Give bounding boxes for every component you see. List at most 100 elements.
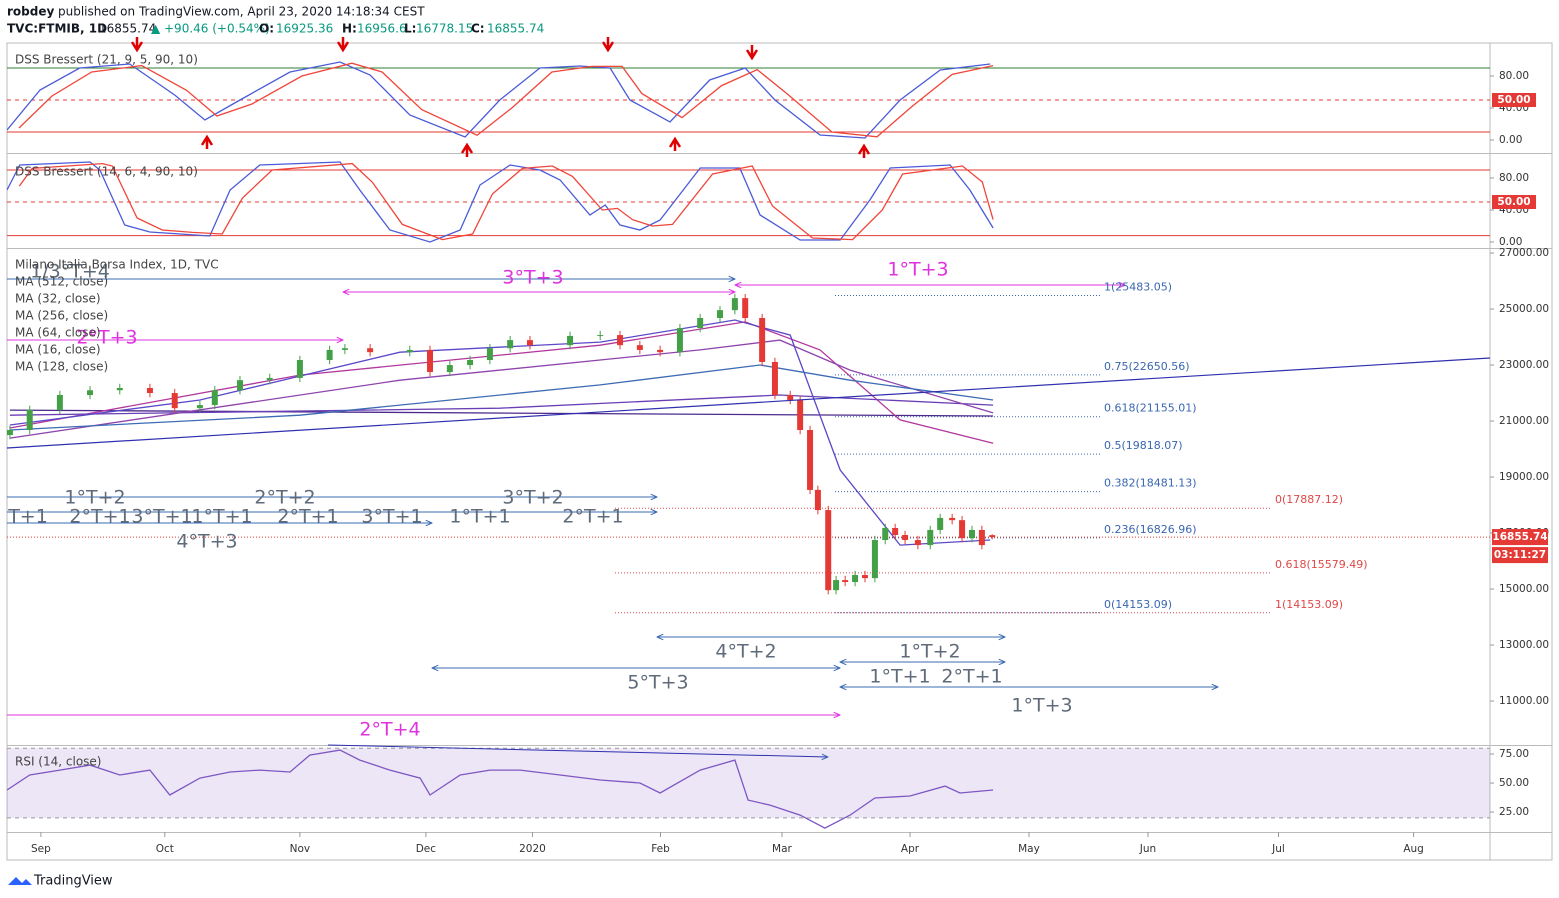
annotation: 1°T+1 xyxy=(191,506,252,528)
signal-arrow xyxy=(745,45,759,61)
annotation: 2°T+2 xyxy=(254,487,315,509)
candle-body xyxy=(507,340,514,349)
candle-body xyxy=(196,405,203,409)
annotation: 4°T+3 xyxy=(176,531,237,553)
pane-title: RSI (14, close) xyxy=(15,755,101,769)
x-tick-label: 2020 xyxy=(519,843,546,855)
candle-body xyxy=(341,348,348,350)
candle-body xyxy=(266,377,273,381)
series-line xyxy=(9,409,994,417)
pane xyxy=(7,747,1490,829)
annotation: 2°T+1 xyxy=(941,666,1002,688)
series-line xyxy=(9,319,991,546)
annotation: 1/3°T+4 xyxy=(30,261,110,283)
x-tick-label: Jun xyxy=(1139,843,1156,855)
close-value: 16855.74 xyxy=(487,22,544,36)
y-tick-label: 80.00 xyxy=(1499,172,1529,184)
candle-body xyxy=(787,395,794,401)
candle-body xyxy=(56,395,63,410)
annotation: T+1 xyxy=(7,506,48,528)
pane-title: DSS Bressert (21, 9, 5, 90, 10) xyxy=(15,53,198,67)
y-tick-label: 21000.00 xyxy=(1499,415,1549,427)
candle-body xyxy=(978,529,985,546)
candle-body xyxy=(26,409,33,430)
candle-body xyxy=(116,388,123,391)
level-label: 50.00 xyxy=(1497,94,1530,106)
x-tick-label: Nov xyxy=(290,843,311,855)
candle-body xyxy=(892,528,899,535)
last-price-box xyxy=(1492,529,1548,546)
annotation: 3°T+3 xyxy=(502,267,563,289)
annotation: 3°T+2 xyxy=(502,487,563,509)
close-label: C: xyxy=(471,22,485,36)
pane xyxy=(7,61,1490,139)
x-tick-label: May xyxy=(1018,843,1040,855)
low-label: L: xyxy=(404,22,416,36)
footer-brand: TradingView xyxy=(33,874,113,889)
ma-legend: MA (256, close) xyxy=(15,309,108,323)
candle-body xyxy=(296,360,303,378)
y-tick-label: 75.00 xyxy=(1499,748,1529,760)
countdown: 03:11:27 xyxy=(1494,549,1546,561)
fib-label: 0(14153.09) xyxy=(1104,598,1172,611)
y-tick-label: 50.00 xyxy=(1499,777,1529,789)
candle-body xyxy=(968,529,975,539)
candle-body xyxy=(759,318,766,362)
change: +90.46 (+0.54%) xyxy=(164,22,270,36)
candle-body xyxy=(716,310,723,318)
y-tick-label: 15000.00 xyxy=(1499,583,1549,595)
ma-legend: MA (32, close) xyxy=(15,292,101,306)
candle-body xyxy=(842,580,849,583)
y-tick-label: 11000.00 xyxy=(1499,695,1549,707)
candle-body xyxy=(742,298,749,318)
candle-body xyxy=(87,390,94,395)
signal-arrow xyxy=(857,143,871,158)
ma-legend: MA (128, close) xyxy=(15,360,108,374)
candle-body xyxy=(814,489,821,511)
high-value: 16956.6 xyxy=(357,22,407,36)
annotation: 1°T+2 xyxy=(899,641,960,663)
frame xyxy=(6,42,1553,861)
y-tick-label: 0.00 xyxy=(1499,134,1522,146)
fib-label: 0.618(15579.49) xyxy=(1275,558,1368,571)
open-label: O: xyxy=(259,22,274,36)
candle-body xyxy=(676,328,683,353)
y-tick-label: 19000.00 xyxy=(1499,471,1549,483)
candle-body xyxy=(597,335,604,337)
annotation: 1°T+3 xyxy=(887,259,948,281)
author: robdey xyxy=(7,5,54,19)
annotation: 2°T+1 xyxy=(69,506,130,528)
fib-label: 1(14153.09) xyxy=(1275,598,1343,611)
candle-body xyxy=(406,349,413,353)
candle-body xyxy=(771,361,778,395)
y-tick-label: 27000.00 xyxy=(1499,247,1549,259)
x-tick-label: Oct xyxy=(156,843,174,855)
signal-arrow xyxy=(601,37,615,53)
fib-label: 1(25483.05) xyxy=(1104,281,1172,294)
ma-legend: MA (16, close) xyxy=(15,343,101,357)
x-tick-label: Sep xyxy=(31,843,51,855)
candle-body xyxy=(825,510,832,591)
series-line xyxy=(18,62,994,138)
candle-body xyxy=(171,393,178,409)
candle-body xyxy=(949,517,956,521)
published: published on TradingView.com, April 23, … xyxy=(58,5,425,19)
candle-body xyxy=(211,390,218,406)
fib-label: 0.618(21155.01) xyxy=(1104,402,1197,415)
last-price: 16855.74 xyxy=(99,22,156,36)
level-label: 50.00 xyxy=(1497,196,1530,208)
candle-body xyxy=(567,335,574,346)
x-tick-label: Feb xyxy=(651,843,670,855)
ma-legend: MA (64, close) xyxy=(15,326,101,340)
candle-body xyxy=(914,540,921,546)
annotation: 1°T+3 xyxy=(1011,695,1072,717)
x-tick-label: Jul xyxy=(1271,843,1285,855)
annotation: 2°T+1 xyxy=(562,506,623,528)
symbol: TVC:FTMIB, 1D xyxy=(7,22,107,36)
y-tick-label: 13000.00 xyxy=(1499,639,1549,651)
annotation: 4°T+2 xyxy=(715,641,776,663)
low-value: 16778.15 xyxy=(416,22,473,36)
candle-body xyxy=(937,517,944,530)
signal-arrow xyxy=(200,134,214,149)
